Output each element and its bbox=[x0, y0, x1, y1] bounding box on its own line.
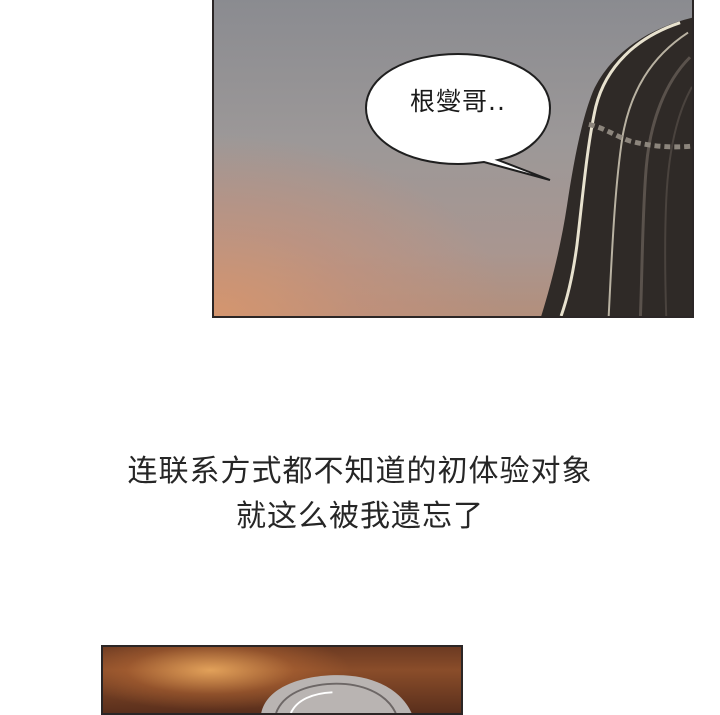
comic-panel-bottom bbox=[101, 645, 463, 715]
speech-bubble-text: 根燮哥.. bbox=[410, 87, 506, 116]
character-hair-illustration bbox=[541, 17, 692, 316]
comic-panel-top bbox=[212, 0, 694, 318]
narration-caption-line-2: 就这么被我遗忘了 bbox=[236, 499, 484, 534]
speech-bubble bbox=[364, 52, 552, 181]
narration-caption-line-1: 连联系方式都不知道的初体验对象 bbox=[127, 454, 593, 489]
character-head-illustration bbox=[261, 675, 412, 713]
